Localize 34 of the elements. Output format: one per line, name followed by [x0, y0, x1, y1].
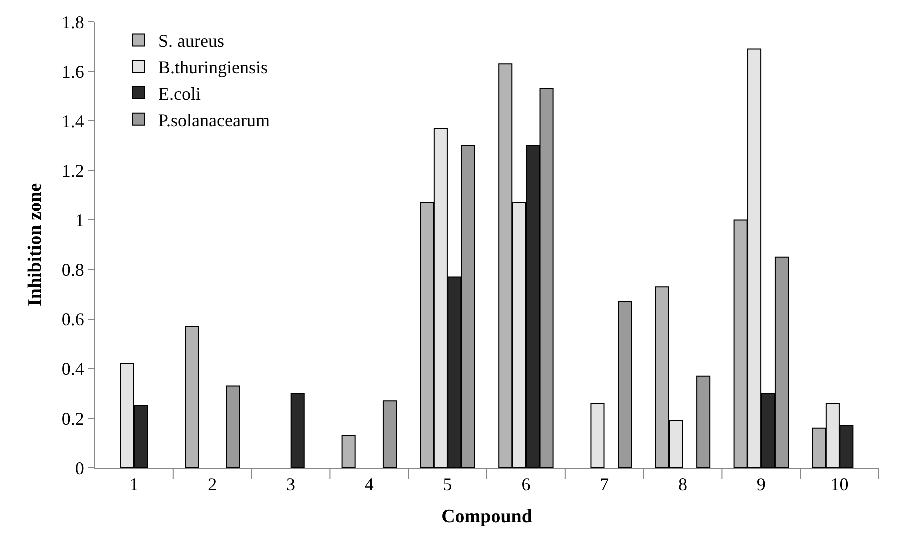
bar	[185, 326, 200, 468]
bar	[382, 400, 397, 468]
y-tick-label: 0	[75, 458, 84, 478]
bar	[290, 393, 305, 468]
bar	[342, 435, 356, 468]
y-tick-label: 0.6	[62, 310, 84, 330]
bar	[696, 376, 711, 468]
y-axis-title: Inhibition zone	[24, 183, 46, 307]
bar	[618, 301, 632, 468]
legend-label: E.coli	[158, 84, 202, 104]
y-tick-label: 1.4	[62, 111, 84, 132]
y-tick-label: 1.6	[62, 62, 84, 82]
x-tick-label: 1	[130, 474, 139, 495]
x-tick-label: 7	[600, 474, 610, 495]
bar	[590, 403, 605, 468]
x-tick-label: 10	[830, 474, 849, 495]
x-tick-label: 5	[443, 474, 452, 495]
x-tick-label: 3	[286, 474, 296, 495]
y-tick-label: 1.8	[62, 12, 84, 32]
x-tick-label: 4	[364, 474, 374, 495]
x-tick-label: 2	[208, 474, 218, 495]
y-tick-label: 0.2	[62, 408, 84, 429]
y-tick-label: 1.2	[62, 160, 84, 181]
x-tick-label: 6	[522, 474, 531, 495]
x-tick-label: 8	[678, 474, 688, 495]
x-axis-title: Compound	[442, 506, 533, 528]
legend-label: P.solanacearum	[158, 110, 270, 130]
legend-label: S. aureus	[158, 31, 225, 52]
x-tick-label: 9	[756, 474, 766, 495]
bar	[226, 386, 240, 468]
legend-label: B.thuringiensis	[158, 58, 268, 78]
y-tick-label: 1	[75, 210, 84, 231]
y-tick-label: 0.4	[62, 359, 84, 380]
y-tick-label: 0.8	[62, 260, 84, 280]
